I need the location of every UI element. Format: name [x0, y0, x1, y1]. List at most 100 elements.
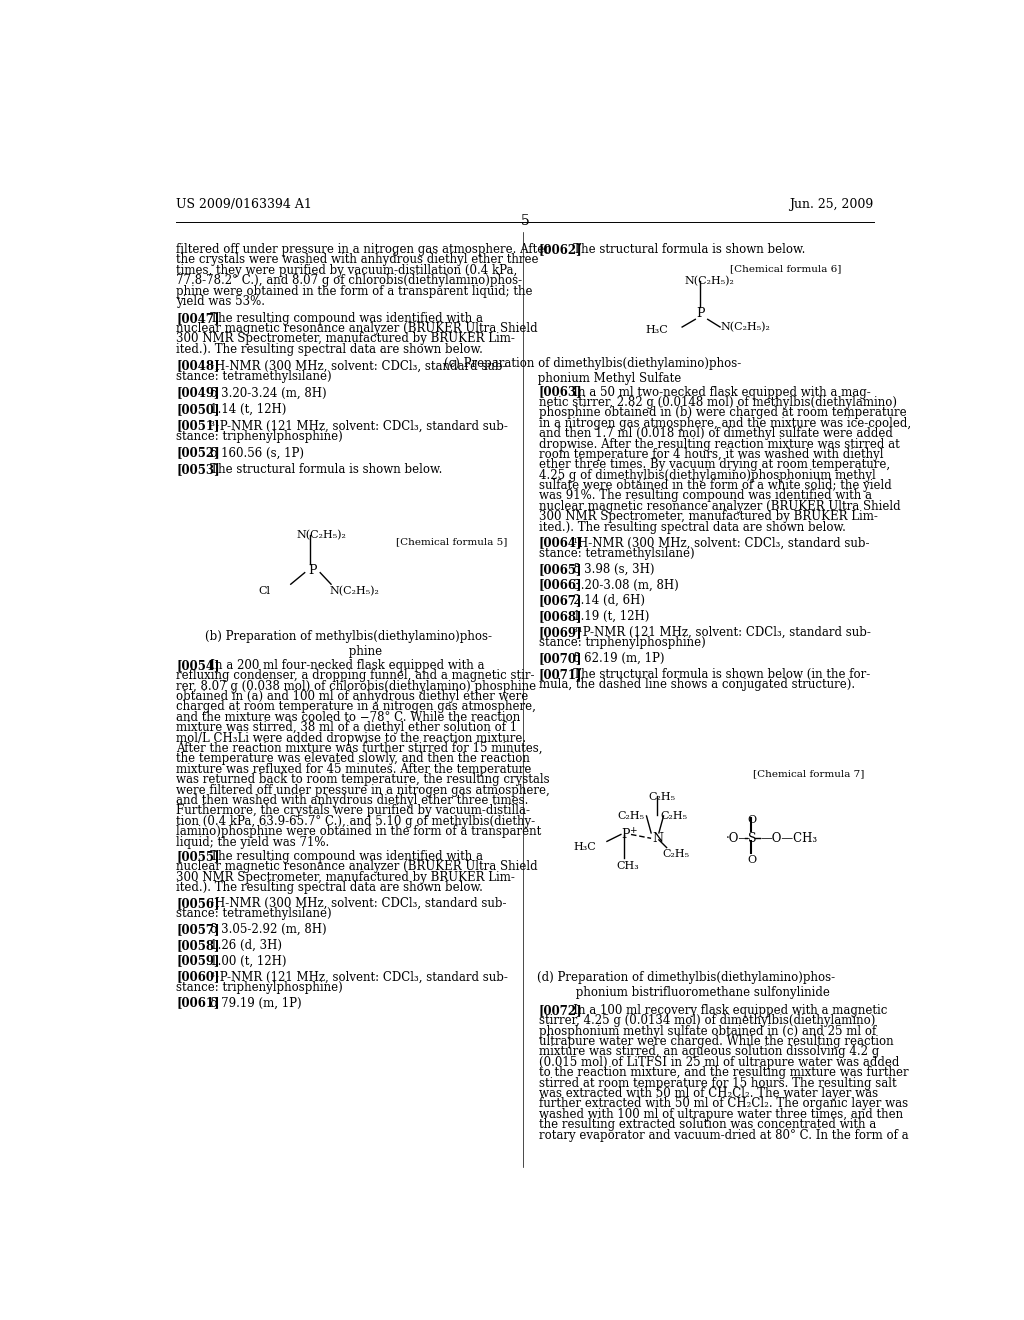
Text: nuclear magnetic resonance analyzer (BRUKER Ultra Shield: nuclear magnetic resonance analyzer (BRU… [176, 322, 538, 335]
Text: (c) Preparation of dimethylbis(diethylamino)phos-
         phonium Methyl Sulfat: (c) Preparation of dimethylbis(diethylam… [444, 358, 741, 385]
Text: 3.20-3.08 (m, 8H): 3.20-3.08 (m, 8H) [561, 578, 678, 591]
Text: stance: tetramethylsilane): stance: tetramethylsilane) [176, 907, 332, 920]
Text: ited.). The resulting spectral data are shown below.: ited.). The resulting spectral data are … [176, 880, 483, 894]
Text: filtered off under pressure in a nitrogen gas atmosphere. After: filtered off under pressure in a nitroge… [176, 243, 550, 256]
Text: obtained in (a) and 100 ml of anhydrous diethyl ether were: obtained in (a) and 100 ml of anhydrous … [176, 690, 528, 704]
Text: δ 3.05-2.92 (m, 8H): δ 3.05-2.92 (m, 8H) [199, 923, 327, 936]
Text: were filtered off under pressure in a nitrogen gas atmosphere,: were filtered off under pressure in a ni… [176, 784, 550, 797]
Text: [0054]: [0054] [176, 659, 219, 672]
Text: 4.25 g of dimethylbis(diethylamino)phosphonium methyl: 4.25 g of dimethylbis(diethylamino)phosp… [539, 469, 876, 482]
Text: ether three times. By vacuum drying at room temperature,: ether three times. By vacuum drying at r… [539, 458, 890, 471]
Text: After the reaction mixture was further stirred for 15 minutes,: After the reaction mixture was further s… [176, 742, 543, 755]
Text: ¹H-NMR (300 MHz, solvent: CDCl₃, standard sub-: ¹H-NMR (300 MHz, solvent: CDCl₃, standar… [199, 896, 506, 909]
Text: sulfate were obtained in the form of a white solid; the yield: sulfate were obtained in the form of a w… [539, 479, 892, 492]
Text: [0053]: [0053] [176, 463, 220, 477]
Text: In a 200 ml four-necked flask equipped with a: In a 200 ml four-necked flask equipped w… [199, 659, 484, 672]
Text: CH₃: CH₃ [616, 861, 639, 871]
Text: N(C₂H₅)₂: N(C₂H₅)₂ [684, 276, 734, 286]
Text: 5: 5 [520, 214, 529, 228]
Text: [0048]: [0048] [176, 359, 219, 372]
Text: ³¹P-NMR (121 MHz, solvent: CDCl₃, standard sub-: ³¹P-NMR (121 MHz, solvent: CDCl₃, standa… [199, 420, 508, 433]
Text: (b) Preparation of methylbis(diethylamino)phos-
         phine: (b) Preparation of methylbis(diethylamin… [206, 630, 493, 657]
Text: In a 100 ml recovery flask equipped with a magnetic: In a 100 ml recovery flask equipped with… [561, 1003, 887, 1016]
Text: Furthermore, the crystals were purified by vacuum-distilla-: Furthermore, the crystals were purified … [176, 804, 530, 817]
Text: N: N [652, 832, 664, 845]
Text: [0060]: [0060] [176, 970, 219, 983]
Text: (0.015 mol) of LiTFSI in 25 ml of ultrapure water was added: (0.015 mol) of LiTFSI in 25 ml of ultrap… [539, 1056, 899, 1069]
Text: 1.19 (t, 12H): 1.19 (t, 12H) [561, 610, 649, 623]
Text: [Chemical formula 7]: [Chemical formula 7] [753, 770, 864, 777]
Text: and the mixture was cooled to −78° C. While the reaction: and the mixture was cooled to −78° C. Wh… [176, 711, 520, 723]
Text: and then 1.7 ml (0.018 mol) of dimethyl sulfate were added: and then 1.7 ml (0.018 mol) of dimethyl … [539, 428, 893, 440]
Text: [Chemical formula 6]: [Chemical formula 6] [730, 264, 841, 273]
Text: mol/L CH₃Li were added dropwise to the reaction mixture.: mol/L CH₃Li were added dropwise to the r… [176, 731, 526, 744]
Text: [0064]: [0064] [539, 536, 583, 549]
Text: ited.). The resulting spectral data are shown below.: ited.). The resulting spectral data are … [176, 343, 483, 356]
Text: 300 NMR Spectrometer, manufactured by BRUKER Lim-: 300 NMR Spectrometer, manufactured by BR… [176, 333, 515, 346]
Text: [0066]: [0066] [539, 578, 583, 591]
Text: room temperature for 4 hours, it was washed with diethyl: room temperature for 4 hours, it was was… [539, 447, 884, 461]
Text: rer, 8.07 g (0.038 mol) of chlorobis(diethylamino) phosphine: rer, 8.07 g (0.038 mol) of chlorobis(die… [176, 680, 537, 693]
Text: ³¹P-NMR (121 MHz, solvent: CDCl₃, standard sub-: ³¹P-NMR (121 MHz, solvent: CDCl₃, standa… [199, 970, 508, 983]
Text: ¹H-NMR (300 MHz, solvent: CDCl₃, standard sub-: ¹H-NMR (300 MHz, solvent: CDCl₃, standar… [199, 359, 506, 372]
Text: 1.14 (t, 12H): 1.14 (t, 12H) [199, 403, 287, 416]
Text: δ 62.19 (m, 1P): δ 62.19 (m, 1P) [561, 652, 664, 665]
Text: [0069]: [0069] [539, 626, 583, 639]
Text: [0057]: [0057] [176, 923, 219, 936]
Text: to the reaction mixture, and the resulting mixture was further: to the reaction mixture, and the resulti… [539, 1067, 908, 1080]
Text: [0071]: [0071] [539, 668, 583, 681]
Text: the crystals were washed with anhydrous diethyl ether three: the crystals were washed with anhydrous … [176, 253, 539, 267]
Text: [0065]: [0065] [539, 562, 583, 576]
Text: the resulting extracted solution was concentrated with a: the resulting extracted solution was con… [539, 1118, 876, 1131]
Text: [0050]: [0050] [176, 403, 219, 416]
Text: δ 3.98 (s, 3H): δ 3.98 (s, 3H) [561, 562, 654, 576]
Text: [0062]: [0062] [539, 243, 583, 256]
Text: H₃C: H₃C [646, 326, 669, 335]
Text: [0067]: [0067] [539, 594, 583, 607]
Text: netic stirrer, 2.82 g (0.0148 mol) of methylbis(diethylamino): netic stirrer, 2.82 g (0.0148 mol) of me… [539, 396, 897, 409]
Text: [0056]: [0056] [176, 896, 219, 909]
Text: [0055]: [0055] [176, 850, 219, 863]
Text: refluxing condenser, a dropping funnel, and a magnetic stir-: refluxing condenser, a dropping funnel, … [176, 669, 535, 682]
Text: stance: triphenylphosphine): stance: triphenylphosphine) [176, 430, 343, 442]
Text: 1.26 (d, 3H): 1.26 (d, 3H) [199, 939, 282, 952]
Text: 2.14 (d, 6H): 2.14 (d, 6H) [561, 594, 644, 607]
Text: P: P [622, 829, 630, 841]
Text: The resulting compound was identified with a: The resulting compound was identified wi… [199, 850, 483, 863]
Text: δ 3.20-3.24 (m, 8H): δ 3.20-3.24 (m, 8H) [199, 387, 327, 400]
Text: [0072]: [0072] [539, 1003, 583, 1016]
Text: N(C₂H₅)₂: N(C₂H₅)₂ [297, 531, 347, 541]
Text: In a 50 ml two-necked flask equipped with a mag-: In a 50 ml two-necked flask equipped wit… [561, 385, 870, 399]
Text: times, they were purified by vacuum-distillation (0.4 kPa,: times, they were purified by vacuum-dist… [176, 264, 517, 277]
Text: stance: triphenylphosphine): stance: triphenylphosphine) [539, 636, 706, 649]
Text: phosphine obtained in (b) were charged at room temperature: phosphine obtained in (b) were charged a… [539, 407, 906, 420]
Text: mixture was refluxed for 45 minutes. After the temperature: mixture was refluxed for 45 minutes. Aft… [176, 763, 531, 776]
Text: mula, the dashed line shows a conjugated structure).: mula, the dashed line shows a conjugated… [539, 678, 855, 692]
Text: was extracted with 50 ml of CH₂Cl₂. The water layer was: was extracted with 50 ml of CH₂Cl₂. The … [539, 1088, 878, 1100]
Text: S: S [748, 832, 757, 845]
Text: further extracted with 50 ml of CH₂Cl₂. The organic layer was: further extracted with 50 ml of CH₂Cl₂. … [539, 1097, 908, 1110]
Text: mixture was stirred, an aqueous solution dissolving 4.2 g: mixture was stirred, an aqueous solution… [539, 1045, 879, 1059]
Text: nuclear magnetic resonance analyzer (BRUKER Ultra Shield: nuclear magnetic resonance analyzer (BRU… [176, 861, 538, 874]
Text: [0058]: [0058] [176, 939, 219, 952]
Text: H₃C: H₃C [573, 842, 596, 853]
Text: [0063]: [0063] [539, 385, 583, 399]
Text: ¹H-NMR (300 MHz, solvent: CDCl₃, standard sub-: ¹H-NMR (300 MHz, solvent: CDCl₃, standar… [561, 536, 869, 549]
Text: 300 NMR Spectrometer, manufactured by BRUKER Lim-: 300 NMR Spectrometer, manufactured by BR… [176, 871, 515, 883]
Text: Cl: Cl [258, 586, 270, 595]
Text: stirrer, 4.25 g (0.0134 mol) of dimethylbis(diethylamino): stirrer, 4.25 g (0.0134 mol) of dimethyl… [539, 1014, 876, 1027]
Text: [Chemical formula 5]: [Chemical formula 5] [396, 537, 508, 546]
Text: C₂H₅: C₂H₅ [662, 849, 689, 859]
Text: washed with 100 ml of ultrapure water three times, and then: washed with 100 ml of ultrapure water th… [539, 1107, 903, 1121]
Text: The resulting compound was identified with a: The resulting compound was identified wi… [199, 312, 483, 325]
Text: (d) Preparation of dimethylbis(diethylamino)phos-
         phonium bistrifluorom: (d) Preparation of dimethylbis(diethylam… [537, 970, 835, 999]
Text: ited.). The resulting spectral data are shown below.: ited.). The resulting spectral data are … [539, 520, 846, 533]
Text: [0047]: [0047] [176, 312, 219, 325]
Text: O: O [748, 816, 757, 825]
Text: +: + [630, 826, 637, 836]
Text: phosphonium methyl sulfate obtained in (c) and 25 ml of: phosphonium methyl sulfate obtained in (… [539, 1024, 876, 1038]
Text: C₂H₅: C₂H₅ [649, 792, 676, 803]
Text: —O—CH₃: —O—CH₃ [761, 832, 817, 845]
Text: [0059]: [0059] [176, 954, 219, 968]
Text: stance: tetramethylsilane): stance: tetramethylsilane) [176, 370, 332, 383]
